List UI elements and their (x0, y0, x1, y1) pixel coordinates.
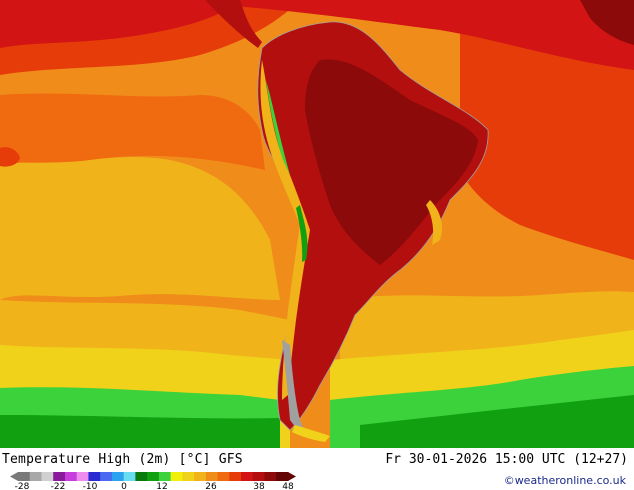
color-scale-swatch (18, 472, 31, 481)
color-scale-swatch (158, 472, 172, 481)
color-scale-tick-label: 38 (253, 482, 265, 490)
color-scale-swatch (229, 472, 242, 481)
brazil-coast-strip (426, 200, 442, 245)
color-scale: -28 -22 -10 0 12 26 38 48 (0, 472, 300, 490)
map-footer: Temperature High (2m) [°C] GFS Fr 30-01-… (0, 448, 634, 490)
caribbean-hot-zone (160, 0, 634, 70)
color-scale-swatch (182, 472, 195, 481)
map-title: Temperature High (2m) [°C] GFS (2, 452, 243, 467)
galapagos-patch (0, 147, 20, 167)
color-scale-tick-label: 26 (205, 482, 217, 490)
color-scale-tick-label: -10 (83, 482, 98, 490)
color-scale-swatch (76, 472, 89, 481)
map-canvas (0, 0, 634, 448)
color-scale-swatch (100, 472, 113, 481)
south-atlantic-deep-green (360, 395, 634, 448)
color-scale-swatch (53, 472, 66, 481)
map-datetime: Fr 30-01-2026 15:00 UTC (12+27) (385, 452, 628, 467)
color-scale-swatch (135, 472, 148, 481)
color-scale-tick-label: 12 (156, 482, 167, 490)
credit-link[interactable]: ©weatheronline.co.uk (503, 474, 626, 487)
color-scale-swatch (111, 472, 125, 481)
africa-landmass (580, 0, 634, 45)
color-scale-svg: -28 -22 -10 0 12 26 38 48 (10, 472, 296, 490)
color-scale-right-arrow (288, 472, 296, 481)
color-scale-tick-label: 48 (282, 482, 294, 490)
south-pacific-deep-green (0, 415, 280, 448)
color-scale-tick-label: 0 (121, 482, 127, 490)
color-scale-tick-label: -22 (51, 482, 66, 490)
color-scale-swatch (29, 472, 42, 481)
north-atlantic-hot-zone (0, 0, 634, 260)
color-scale-swatch (64, 472, 78, 481)
color-scale-swatch (170, 472, 183, 481)
central-america-landmass (205, 0, 262, 48)
tierra-del-fuego (292, 425, 330, 442)
color-scale-swatch (241, 472, 254, 481)
color-scale-left-arrow (10, 472, 18, 481)
north-pacific-hotter-zone (0, 0, 240, 48)
color-scale-swatch (41, 472, 54, 481)
color-scale-swatch (88, 472, 101, 481)
andes-green-patch-south (296, 205, 308, 262)
temperature-map[interactable] (0, 0, 634, 448)
color-scale-tick-label: -28 (15, 482, 30, 490)
color-scale-swatch (217, 472, 230, 481)
color-scale-swatch (205, 472, 219, 481)
amazon-interior-hot (305, 59, 478, 266)
color-scale-swatch (123, 472, 136, 481)
patagonia-cold-coast (282, 340, 305, 432)
andes-green-patch-north (266, 80, 290, 175)
color-scale-swatch (264, 472, 277, 481)
pacific-deep-orange (0, 93, 265, 170)
color-scale-swatch (147, 472, 160, 481)
color-scale-swatch (276, 472, 289, 481)
color-scale-swatch (252, 472, 266, 481)
pacific-warm-yellow (0, 157, 280, 300)
color-scale-swatch (194, 472, 207, 481)
andes-cool-strip (260, 60, 310, 400)
